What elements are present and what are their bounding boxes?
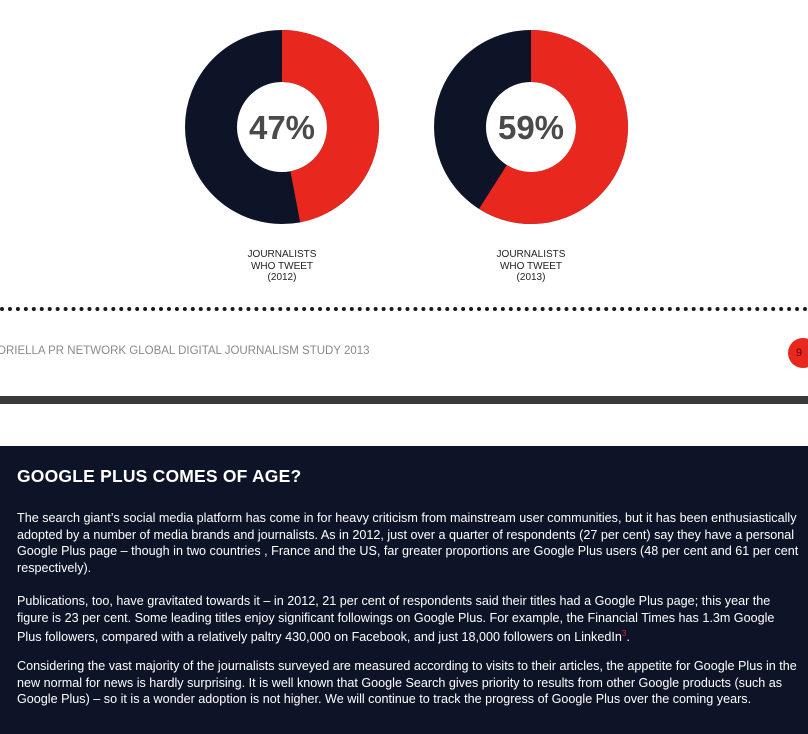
footer-study-title: ORIELLA PR NETWORK GLOBAL DIGITAL JOURNA… (0, 345, 370, 357)
paragraph-2: Publications, too, have gravitated towar… (17, 593, 799, 646)
caption-line: WHO TWEET (499, 260, 563, 272)
caption-year: (2012) (267, 272, 297, 283)
caption-line: JOURNALISTS (496, 249, 566, 260)
caption-line: WHO TWEET (250, 260, 314, 272)
donut-segment-percent (280, 30, 379, 223)
donut-chart-2013: 59% (433, 29, 629, 225)
paragraph-2-end: . (626, 630, 630, 645)
caption-line: JOURNALISTS (247, 249, 317, 260)
donut-percent-label: 47% (249, 109, 315, 146)
donut-caption-2012: JOURNALISTS WHO TWEET (2012) (212, 249, 352, 284)
page-gap (0, 404, 808, 446)
paragraph-2-text: Publications, too, have gravitated towar… (17, 594, 775, 645)
section-title: GOOGLE PLUS COMES OF AGE? (17, 466, 302, 486)
paragraph-3: Considering the vast majority of the jou… (17, 659, 797, 706)
donut-chart-2012: 47% (184, 29, 380, 225)
google-plus-section: GOOGLE PLUS COMES OF AGE? The search gia… (0, 446, 808, 734)
caption-year: (2013) (516, 272, 546, 283)
dotted-divider (0, 307, 808, 311)
page-number-badge: 9 (788, 338, 808, 368)
page-separator-bar (0, 396, 808, 404)
paragraph-1: The search giant’s social media platform… (17, 511, 799, 575)
footnote-marker: 3 (621, 629, 627, 638)
donut-percent-label: 59% (498, 109, 564, 146)
donut-caption-2013: JOURNALISTS WHO TWEET (2013) (461, 249, 601, 284)
donut-segment-percent (479, 30, 628, 224)
chart-page-section: 47% JOURNALISTS WHO TWEET (2012) 59% JOU… (0, 29, 808, 368)
